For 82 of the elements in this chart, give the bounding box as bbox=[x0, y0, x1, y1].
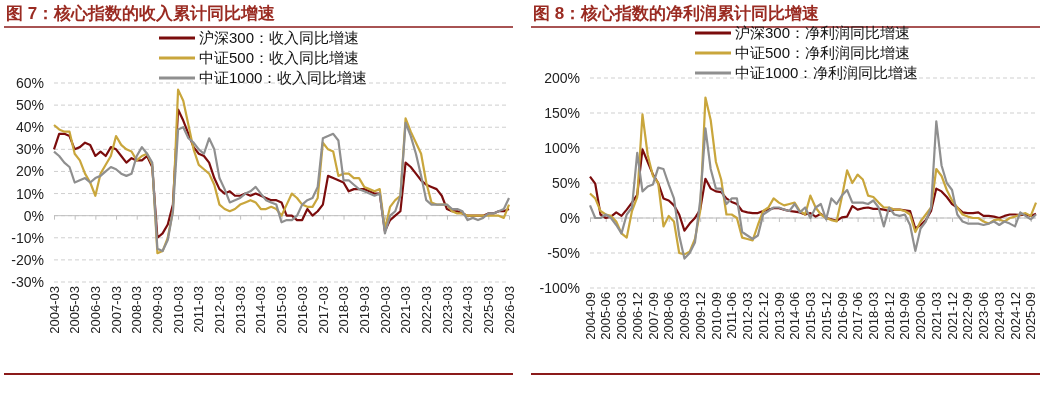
x-tick-label: 2017-06 bbox=[850, 292, 866, 340]
x-tick-label: 2023-06 bbox=[976, 292, 992, 340]
y-tick-label: 30% bbox=[15, 141, 44, 158]
x-tick-label: 2010-03 bbox=[170, 286, 186, 334]
y-tick-label: -50% bbox=[547, 244, 580, 261]
x-tick-label: 2025-03 bbox=[480, 286, 496, 334]
x-tick-label: 2011-03 bbox=[191, 286, 207, 333]
chart-title: 图 8：核心指数的净利润累计同比增速 bbox=[533, 4, 820, 23]
y-tick-label: 0% bbox=[23, 207, 44, 224]
y-tick-label: -100% bbox=[539, 279, 580, 296]
legend-label: 中证1000：收入同比增速 bbox=[199, 69, 368, 87]
x-tick-label: 2012-12 bbox=[755, 292, 771, 340]
x-tick-label: 2016-03 bbox=[294, 286, 310, 334]
x-tick-label: 2014-06 bbox=[787, 292, 803, 340]
x-tick-label: 2007-09 bbox=[645, 292, 661, 340]
x-tick-label: 2008-03 bbox=[129, 286, 145, 334]
y-tick-label: 100% bbox=[544, 139, 580, 156]
line-series bbox=[52, 88, 511, 255]
y-tick-label: -20% bbox=[11, 251, 44, 268]
x-tick-label: 2018-03 bbox=[336, 286, 352, 334]
y-tick-label: 50% bbox=[15, 97, 44, 114]
y-tick-label: 20% bbox=[15, 163, 44, 180]
x-tick-label: 2024-12 bbox=[1007, 292, 1023, 340]
x-tick-label: 2014-03 bbox=[253, 286, 269, 334]
y-tick-label: -10% bbox=[11, 229, 44, 246]
x-tick-label: 2018-03 bbox=[866, 292, 881, 340]
y-tick-label: 0% bbox=[559, 209, 580, 226]
x-tick-label: 2008-06 bbox=[661, 292, 677, 340]
x-tick-label: 2004-09 bbox=[582, 292, 598, 340]
x-tick-label: 2005-03 bbox=[67, 286, 83, 334]
x-tick-label: 2009-12 bbox=[692, 292, 708, 340]
x-tick-label: 2006-03 bbox=[88, 286, 104, 334]
x-tick-label: 2025-09 bbox=[1023, 292, 1039, 340]
x-tick-label: 2009-03 bbox=[150, 286, 166, 334]
x-tick-label: 2015-12 bbox=[818, 292, 834, 340]
x-tick-label: 2019-09 bbox=[897, 292, 913, 340]
x-tick-label: 2026-03 bbox=[501, 286, 517, 334]
y-tick-label: 50% bbox=[551, 174, 580, 191]
y-tick-label: 10% bbox=[15, 185, 44, 202]
x-tick-label: 2018-12 bbox=[881, 292, 897, 340]
x-tick-label: 2017-03 bbox=[315, 286, 331, 334]
y-tick-label: 150% bbox=[544, 104, 580, 121]
legend-label: 沪深300：收入同比增速 bbox=[199, 29, 360, 47]
x-tick-label: 2021-12 bbox=[944, 292, 960, 340]
x-tick-label: 2021-03 bbox=[398, 286, 414, 334]
legend-label: 中证500：净利润同比增速 bbox=[735, 44, 911, 62]
legend-label: 中证500：收入同比增速 bbox=[199, 49, 360, 67]
y-tick-label: 40% bbox=[15, 119, 44, 136]
x-tick-label: 2024-03 bbox=[460, 286, 476, 334]
chart-title: 图 7：核心指数的收入累计同比增速 bbox=[6, 4, 276, 23]
x-tick-label: 2012-03 bbox=[740, 292, 756, 340]
y-tick-label: 60% bbox=[15, 74, 44, 91]
x-tick-label: 2016-09 bbox=[834, 292, 850, 340]
x-tick-label: 2012-03 bbox=[212, 286, 228, 334]
x-tick-label: 2021-03 bbox=[928, 292, 944, 340]
legend-label: 沪深300：净利润同比增速 bbox=[735, 24, 911, 42]
x-tick-label: 2022-03 bbox=[418, 286, 434, 334]
x-tick-label: 2013-03 bbox=[232, 286, 248, 334]
legend-label: 中证1000：净利润同比增速 bbox=[735, 64, 919, 82]
y-tick-label: 200% bbox=[544, 69, 580, 86]
x-tick-label: 2007-03 bbox=[108, 286, 124, 334]
x-tick-label: 2023-03 bbox=[439, 286, 455, 334]
x-tick-label: 2005-06 bbox=[598, 292, 614, 340]
x-tick-label: 2022-09 bbox=[960, 292, 976, 340]
x-tick-label: 2006-12 bbox=[629, 292, 645, 340]
x-tick-label: 2013-09 bbox=[771, 292, 787, 340]
x-tick-label: 2006-03 bbox=[614, 292, 630, 340]
x-tick-label: 2010-09 bbox=[708, 292, 724, 340]
line-series bbox=[52, 121, 511, 253]
x-tick-label: 2019-03 bbox=[356, 286, 372, 334]
x-tick-label: 2015-03 bbox=[803, 292, 819, 340]
y-tick-label: -30% bbox=[11, 273, 44, 290]
x-tick-label: 2011-06 bbox=[724, 292, 740, 339]
x-tick-label: 2009-03 bbox=[677, 292, 693, 340]
x-tick-label: 2020-03 bbox=[377, 286, 393, 334]
line-series bbox=[588, 148, 1038, 232]
x-tick-label: 2024-03 bbox=[991, 292, 1007, 340]
x-tick-label: 2020-06 bbox=[913, 292, 929, 340]
x-tick-label: 2015-03 bbox=[274, 286, 290, 334]
line-series bbox=[588, 96, 1038, 256]
line-series bbox=[588, 120, 1038, 260]
x-tick-label: 2004-03 bbox=[46, 286, 62, 334]
